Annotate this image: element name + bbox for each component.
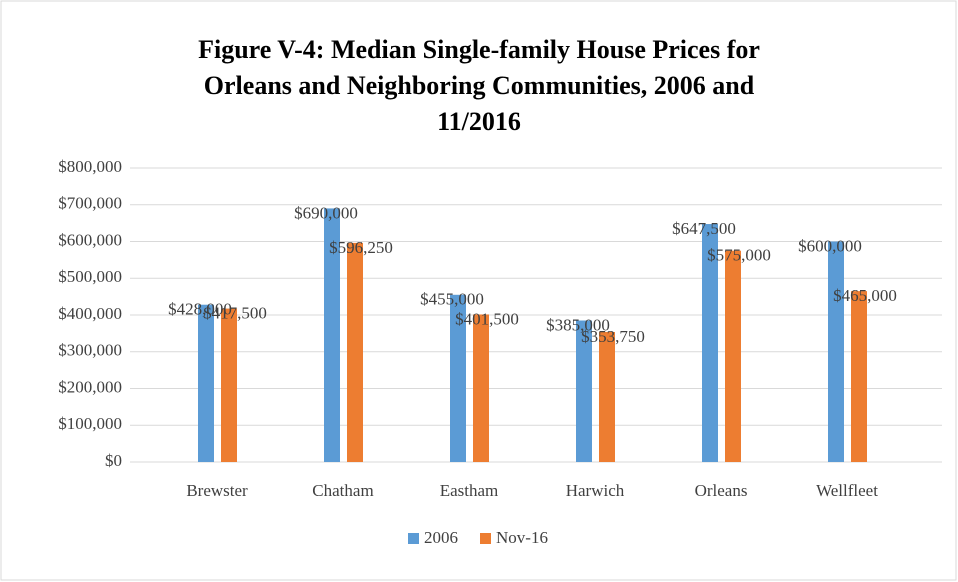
data-label: $417,500	[203, 303, 267, 322]
bar	[725, 250, 741, 462]
data-label: $428,000	[168, 300, 232, 319]
bar	[450, 294, 466, 462]
y-tick-label: $200,000	[58, 377, 122, 396]
x-tick-label: Orleans	[695, 481, 748, 500]
x-tick-label: Harwich	[566, 481, 625, 500]
bar	[851, 291, 867, 462]
bar	[828, 241, 844, 462]
data-label: $596,250	[329, 238, 393, 257]
bar	[221, 308, 237, 462]
chart-title: Figure V-4: Median Single-family House P…	[198, 35, 760, 64]
bar	[198, 304, 214, 462]
y-tick-label: $400,000	[58, 304, 122, 323]
data-label: $647,500	[672, 219, 736, 238]
bar	[576, 320, 592, 462]
x-tick-label: Eastham	[440, 481, 499, 500]
x-tick-label: Brewster	[186, 481, 248, 500]
bar	[324, 208, 340, 462]
legend-swatch	[480, 533, 491, 544]
legend-label: 2006	[424, 528, 458, 547]
data-label: $465,000	[833, 286, 897, 305]
chart-title: 11/2016	[437, 107, 521, 136]
data-label: $600,000	[798, 236, 862, 255]
data-label: $455,000	[420, 290, 484, 309]
y-tick-label: $500,000	[58, 267, 122, 286]
bar	[473, 314, 489, 462]
y-tick-label: $0	[105, 451, 122, 470]
chart-title: Orleans and Neighboring Communities, 200…	[204, 71, 755, 100]
y-tick-label: $800,000	[58, 157, 122, 176]
data-label: $575,000	[707, 246, 771, 265]
data-label: $353,750	[581, 327, 645, 346]
bar	[702, 224, 718, 462]
y-tick-label: $300,000	[58, 341, 122, 360]
x-tick-label: Wellfleet	[816, 481, 878, 500]
x-tick-label: Chatham	[312, 481, 373, 500]
y-tick-label: $600,000	[58, 230, 122, 249]
bar	[347, 242, 363, 462]
y-tick-label: $100,000	[58, 414, 122, 433]
legend-label: Nov-16	[496, 528, 548, 547]
y-tick-label: $700,000	[58, 194, 122, 213]
data-label: $690,000	[294, 203, 358, 222]
data-label: $385,000	[546, 315, 610, 334]
data-label: $401,500	[455, 309, 519, 328]
legend-swatch	[408, 533, 419, 544]
bar	[599, 331, 615, 462]
